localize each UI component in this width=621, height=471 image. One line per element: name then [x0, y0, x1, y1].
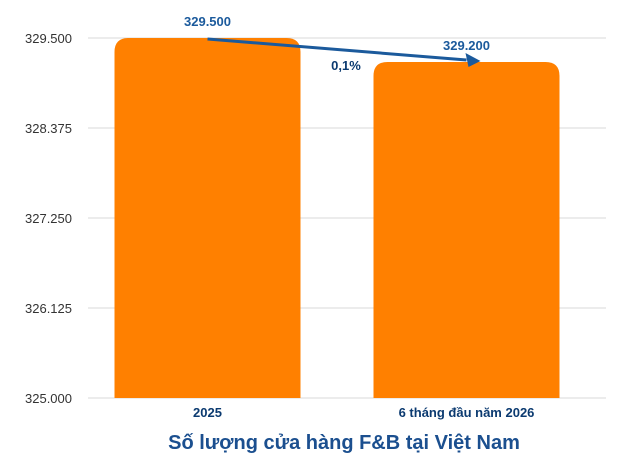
- data-label: 329.500: [184, 14, 231, 29]
- chart-title: Số lượng cửa hàng F&B tại Việt Nam: [168, 432, 520, 454]
- data-labels: 329.500 329.200: [184, 14, 490, 53]
- y-tick-label: 325.000: [25, 391, 72, 406]
- x-tick-label: 2025: [193, 405, 222, 420]
- y-tick-label: 328.375: [25, 121, 72, 136]
- bars: [114, 38, 560, 398]
- bar: [114, 38, 301, 398]
- y-tick-label: 326.125: [25, 301, 72, 316]
- change-arrow-group: 0,1%: [207, 37, 481, 73]
- change-percent-label: 0,1%: [331, 58, 361, 73]
- y-tick-label: 329.500: [25, 31, 72, 46]
- x-tick-label: 6 tháng đầu năm 2026: [399, 405, 535, 420]
- data-label: 329.200: [443, 38, 490, 53]
- bar: [373, 62, 560, 398]
- y-axis-ticks: 325.000 326.125 327.250 328.375 329.500: [25, 31, 72, 406]
- y-tick-label: 327.250: [25, 211, 72, 226]
- change-arrow-head: [465, 53, 481, 67]
- x-axis-ticks: 2025 6 tháng đầu năm 2026: [193, 405, 534, 420]
- change-arrow-line: [207, 37, 467, 62]
